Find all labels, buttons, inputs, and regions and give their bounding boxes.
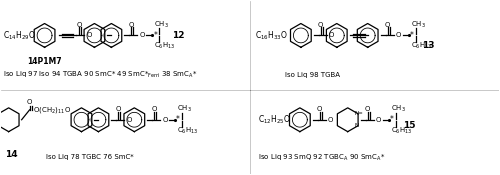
Text: O: O — [329, 32, 334, 38]
Text: O: O — [385, 22, 390, 27]
Text: C$_6$H$_{13}$: C$_6$H$_{13}$ — [390, 125, 412, 136]
Text: N=: N= — [354, 111, 363, 116]
Text: O: O — [396, 32, 401, 38]
Text: *: * — [410, 31, 414, 40]
Text: *: * — [390, 115, 394, 124]
Text: O: O — [152, 106, 157, 112]
Text: Iso Liq 93 SmQ 92 TGBC$_{\mathrm{A}}$ 90 SmC$_{\mathrm{A}}$*: Iso Liq 93 SmQ 92 TGBC$_{\mathrm{A}}$ 90… — [258, 152, 385, 163]
Text: O: O — [140, 32, 144, 38]
Text: O: O — [128, 22, 134, 27]
Text: O: O — [126, 117, 132, 123]
Text: O: O — [328, 117, 333, 123]
Text: 15: 15 — [402, 121, 415, 130]
Text: O: O — [365, 106, 370, 112]
Text: 12: 12 — [172, 31, 184, 40]
Text: C$_{12}$H$_{25}$O: C$_{12}$H$_{25}$O — [258, 114, 291, 126]
Text: CH$_3$: CH$_3$ — [390, 104, 406, 114]
Text: C$_{16}$H$_{33}$O: C$_{16}$H$_{33}$O — [255, 29, 288, 42]
Text: Iso Liq 78 TGBC 76 SmC*: Iso Liq 78 TGBC 76 SmC* — [46, 155, 133, 160]
Text: O: O — [77, 22, 82, 27]
Text: O: O — [116, 106, 121, 112]
Text: CH$_3$: CH$_3$ — [154, 19, 169, 30]
Text: O: O — [318, 22, 324, 27]
Text: Iso Liq 97 Iso 94 TGBA 90 SmC* 49 SmC*$_{\mathrm{Ferri}}$ 38 SmC$_{\mathrm{A}}$*: Iso Liq 97 Iso 94 TGBA 90 SmC* 49 SmC*$_… — [2, 70, 197, 80]
Text: 14P1M7: 14P1M7 — [28, 57, 62, 66]
Text: O: O — [376, 117, 381, 123]
Text: O: O — [162, 117, 168, 123]
Text: *: * — [176, 115, 180, 124]
Text: C$_{14}$H$_{29}$O: C$_{14}$H$_{29}$O — [2, 29, 35, 42]
Text: O: O — [27, 99, 32, 105]
Text: O: O — [317, 106, 322, 112]
Text: C$_6$H$_{13}$: C$_6$H$_{13}$ — [410, 41, 432, 51]
Text: O: O — [86, 32, 92, 38]
Text: CH$_3$: CH$_3$ — [177, 104, 192, 114]
Text: *: * — [154, 31, 157, 40]
Text: C$_6$H$_{13}$: C$_6$H$_{13}$ — [154, 41, 176, 51]
Text: C$_6$H$_{13}$: C$_6$H$_{13}$ — [177, 125, 199, 136]
Text: 14: 14 — [4, 150, 18, 159]
Text: CH$_3$: CH$_3$ — [410, 19, 426, 30]
Text: 13: 13 — [422, 41, 435, 50]
Text: Iso Liq 98 TGBA: Iso Liq 98 TGBA — [285, 72, 340, 78]
Text: O(CH$_2$)$_{11}$O: O(CH$_2$)$_{11}$O — [32, 105, 70, 115]
Text: N: N — [354, 123, 358, 128]
